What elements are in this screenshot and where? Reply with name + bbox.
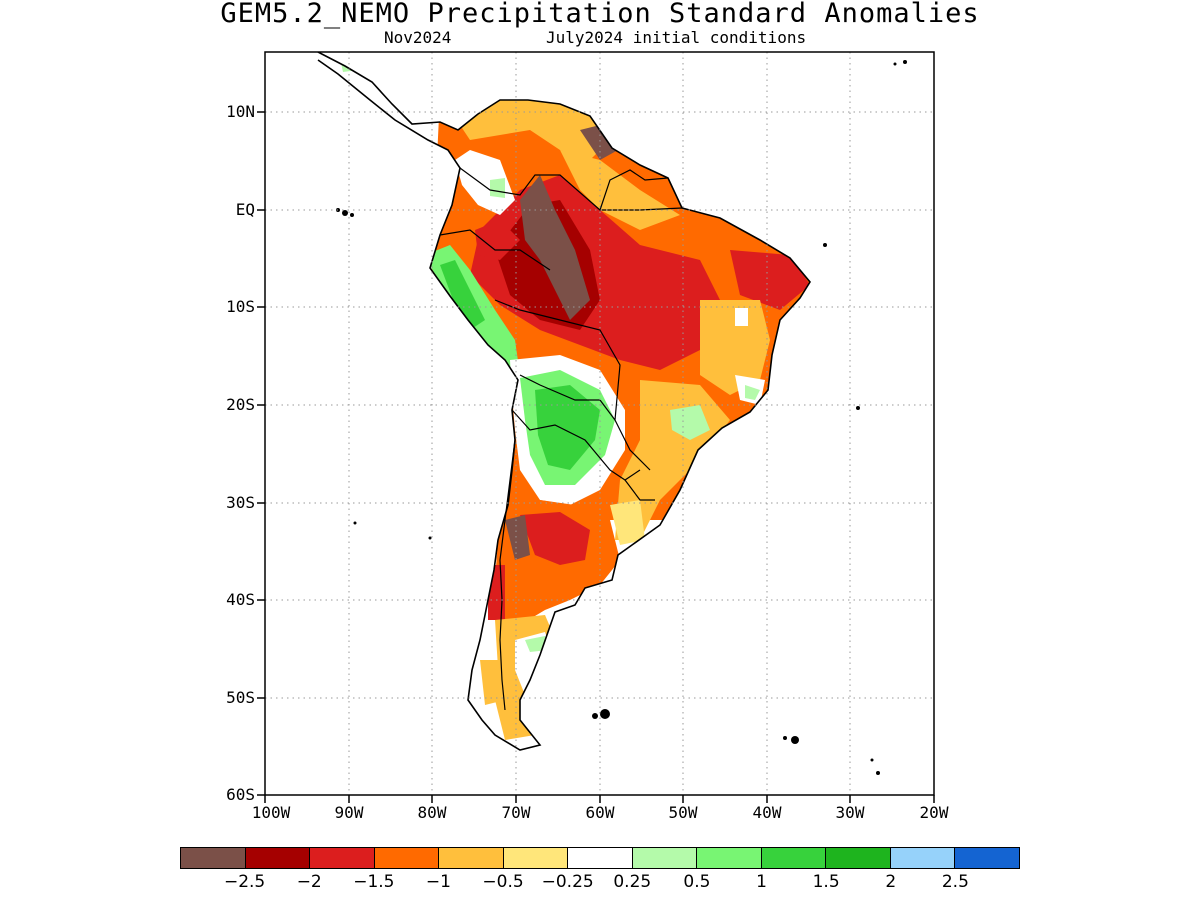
lon-label-90w: 90W bbox=[334, 803, 364, 822]
lon-label-50w: 50W bbox=[668, 803, 698, 822]
colorbar-swatch bbox=[439, 848, 504, 868]
colorbar-swatch bbox=[632, 848, 698, 868]
colorbar bbox=[180, 847, 1020, 869]
coastline-and-borders bbox=[317, 52, 811, 751]
lon-label-100w: 100W bbox=[251, 803, 291, 822]
lat-label-10n: 10N bbox=[226, 102, 255, 121]
lon-label-60w: 60W bbox=[585, 803, 615, 822]
colorbar-label: −1.5 bbox=[353, 872, 395, 892]
colorbar-label: −2.5 bbox=[223, 872, 266, 892]
colorbar-label: 0.5 bbox=[683, 872, 711, 892]
colorbar-label: 1 bbox=[756, 872, 767, 892]
colorbar-swatch bbox=[890, 848, 956, 868]
lon-label-70w: 70W bbox=[501, 803, 531, 822]
lat-label-60s: 60S bbox=[226, 785, 255, 804]
colorbar-swatch bbox=[955, 848, 1019, 868]
colorbar-label: −2 bbox=[296, 872, 322, 892]
colorbar-swatch bbox=[181, 848, 246, 868]
colorbar-swatch bbox=[245, 848, 311, 868]
forecast-month: Nov2024 bbox=[384, 28, 452, 47]
colorbar-swatch bbox=[503, 848, 569, 868]
lon-label-40w: 40W bbox=[752, 803, 782, 822]
lat-label-50s: 50S bbox=[226, 688, 255, 707]
colorbar-swatch bbox=[310, 848, 375, 868]
lat-label-10s: 10S bbox=[226, 297, 255, 316]
lat-label-20s: 20S bbox=[226, 395, 255, 414]
lon-label-30w: 30W bbox=[835, 803, 865, 822]
colorbar-label: −0.25 bbox=[541, 872, 594, 892]
colorbar-swatch bbox=[761, 848, 827, 868]
lon-label-80w: 80W bbox=[417, 803, 447, 822]
colorbar-label: 2.5 bbox=[941, 872, 969, 892]
colorbar-label: −1 bbox=[425, 872, 451, 892]
gridlines bbox=[265, 52, 934, 795]
islands bbox=[336, 60, 907, 775]
lon-label-20w: 20W bbox=[919, 803, 949, 822]
colorbar-label: −0.5 bbox=[482, 872, 524, 892]
colorbar-swatch bbox=[374, 848, 440, 868]
chart-title: GEM5.2_NEMO Precipitation Standard Anoma… bbox=[220, 0, 980, 29]
colorbar-swatch bbox=[697, 848, 762, 868]
lat-label-30s: 30S bbox=[226, 493, 255, 512]
lat-label-40s: 40S bbox=[226, 590, 255, 609]
axis-ticks bbox=[257, 111, 935, 803]
initial-conditions: July2024 initial conditions bbox=[546, 28, 807, 47]
colorbar-swatch bbox=[826, 848, 891, 868]
colorbar-label: 2 bbox=[885, 872, 897, 892]
colorbar-label: 0.25 bbox=[613, 872, 652, 892]
colorbar-label: 1.5 bbox=[812, 872, 840, 892]
colorbar-swatch bbox=[568, 848, 633, 868]
lat-label-eq: EQ bbox=[235, 200, 255, 219]
